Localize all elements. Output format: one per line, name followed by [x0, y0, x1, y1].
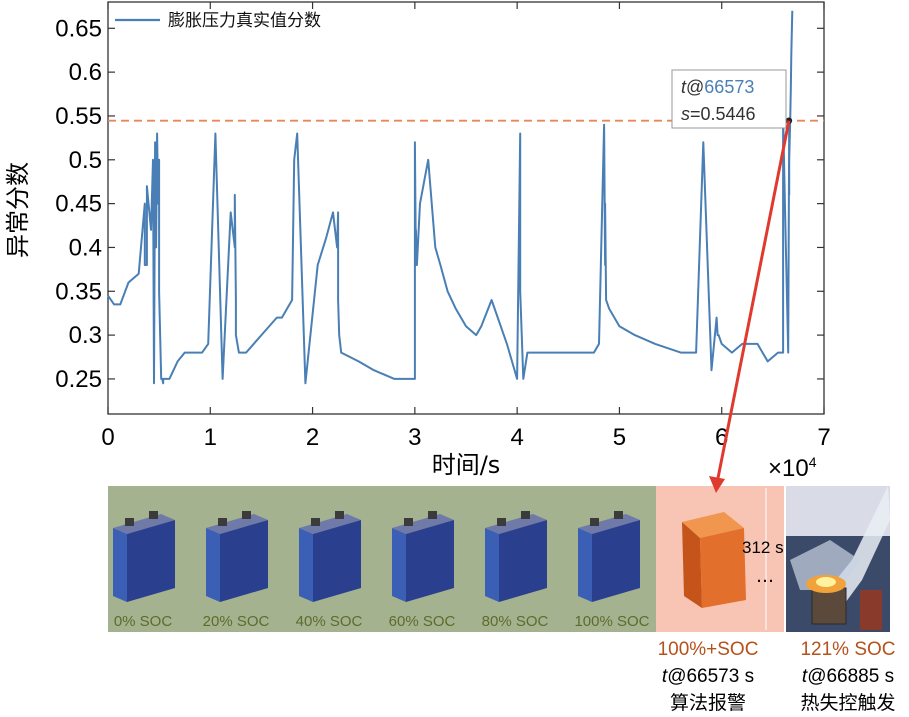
ellipsis: … — [756, 566, 774, 587]
runaway-label: 热失控触发 — [800, 692, 895, 714]
axis-ticks — [107, 2, 825, 414]
runaway-time-t: t — [802, 666, 808, 687]
soc-labels: 0% SOC 20% SOC 40% SOC 60% SOC 80% SOC 1… — [114, 613, 650, 630]
legend-label: 膨胀压力真实值分数 — [168, 11, 321, 31]
x-axis-multiplier: ×104 — [768, 454, 817, 482]
battery-cells — [113, 511, 640, 602]
series-line — [107, 10, 794, 385]
multiplier-base: ×10 — [768, 455, 809, 482]
runaway-soc: 121% SOC — [800, 639, 895, 660]
x-tick-label: 5 — [613, 424, 626, 451]
x-tick-label: 1 — [204, 424, 217, 451]
y-tick-label: 0.65 — [55, 15, 102, 42]
x-tick-label: 3 — [408, 424, 421, 451]
alarm-arrow — [709, 120, 791, 493]
y-tick-label: 0.25 — [55, 366, 102, 393]
annotation-box: t@66573 s=0.5446 — [671, 69, 787, 129]
x-tick-label: 2 — [306, 424, 319, 451]
annotation-s-label: s — [681, 104, 690, 124]
x-tick-label: 7 — [817, 424, 830, 451]
soc-panel-bg — [108, 486, 656, 632]
alarm-label: 算法报警 — [670, 692, 746, 714]
annotation-s-value: 0.5446 — [701, 104, 756, 124]
legend: 膨胀压力真实值分数 — [115, 11, 321, 31]
swollen-cell-icon — [682, 512, 746, 608]
annotation-at: @ — [686, 77, 704, 97]
soc-label-40: 40% SOC — [296, 613, 363, 630]
battery-cell-icon — [392, 511, 454, 602]
runaway-time-rest: @66885 s — [807, 666, 894, 687]
annotation-t-value: 66573 — [704, 77, 754, 97]
battery-cell-icon — [113, 511, 175, 602]
y-axis-label: 异常分数 — [4, 162, 32, 258]
soc-label-20: 20% SOC — [203, 613, 270, 630]
alarm-soc: 100%+SOC — [658, 639, 759, 660]
thermal-runaway-photo — [786, 486, 890, 632]
alarm-time-t: t — [662, 666, 668, 687]
x-axis-label: 时间/s — [432, 451, 501, 479]
plot-area — [107, 1, 825, 415]
x-tick-label: 4 — [510, 424, 523, 451]
interval-label: 312 s — [742, 538, 784, 557]
soc-label-0: 0% SOC — [114, 613, 173, 630]
y-tick-labels: 0.25 0.3 0.35 0.4 0.45 0.5 0.55 0.6 0.65 — [55, 15, 102, 393]
battery-cell-icon — [578, 511, 640, 602]
y-tick-label: 0.3 — [69, 322, 102, 349]
soc-label-80: 80% SOC — [482, 613, 549, 630]
y-tick-label: 0.5 — [69, 147, 102, 174]
y-tick-label: 0.45 — [55, 191, 102, 218]
battery-cell-icon — [206, 511, 268, 602]
alarm-time: t@66573 s — [662, 666, 754, 687]
y-tick-label: 0.4 — [69, 234, 102, 261]
y-tick-label: 0.6 — [69, 59, 102, 86]
soc-label-60: 60% SOC — [389, 613, 456, 630]
soc-label-100: 100% SOC — [574, 613, 649, 630]
svg-text:t@66573: t@66573 — [681, 77, 754, 97]
battery-cell-icon — [299, 511, 361, 602]
annotation-s-eq: = — [690, 104, 701, 124]
runaway-time: t@66885 s — [802, 666, 894, 687]
y-tick-label: 0.55 — [55, 103, 102, 130]
battery-cell-icon — [485, 511, 547, 602]
annotation-t-label: t — [681, 77, 687, 97]
y-tick-label: 0.35 — [55, 278, 102, 305]
svg-text:s=0.5446: s=0.5446 — [681, 104, 756, 124]
x-tick-label: 0 — [101, 424, 114, 451]
multiplier-exp: 4 — [809, 454, 817, 470]
alarm-time-rest: @66573 s — [667, 666, 754, 687]
